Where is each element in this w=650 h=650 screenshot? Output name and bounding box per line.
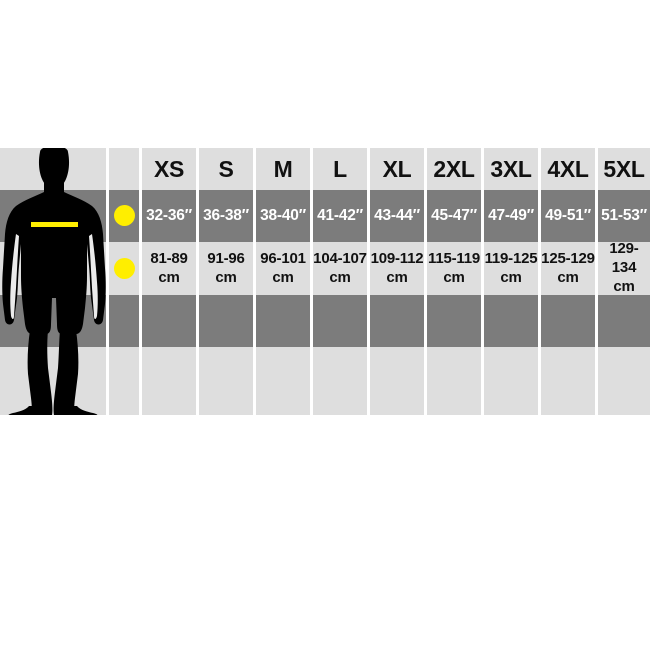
size-header-xs: XS xyxy=(153,155,185,182)
column-separator xyxy=(481,148,484,415)
size-header-l: L xyxy=(333,155,347,182)
chest-inches-2xl: 45-47″ xyxy=(431,207,477,225)
chest-cm-unit-xl: cm xyxy=(386,268,408,286)
size-chart: XS S M L XL 2XL 3XL 4XL 5XL 32-36″ 36-38… xyxy=(0,148,650,415)
chest-cm-5xl: 129-134 cm xyxy=(598,240,650,295)
column-separator xyxy=(106,148,109,415)
column-separator xyxy=(367,148,370,415)
chest-cm-value-4xl: 125-129 xyxy=(541,249,595,267)
size-header-m: M xyxy=(273,155,293,182)
chest-measure-dot-inches xyxy=(114,205,135,226)
chest-cm-4xl: 125-129 cm xyxy=(541,242,595,295)
chest-cm-value-s: 91-96 xyxy=(207,249,245,267)
body-figure-svg xyxy=(2,148,106,415)
size-header-xl: XL xyxy=(382,155,412,182)
chest-cm-value-l: 104-107 xyxy=(313,249,367,267)
chest-inches-s: 36-38″ xyxy=(203,207,249,225)
column-separator xyxy=(196,148,199,415)
chest-measure-line xyxy=(31,222,78,227)
size-header-4xl: 4XL xyxy=(547,155,589,182)
chest-cm-unit-2xl: cm xyxy=(443,268,465,286)
male-body-silhouette xyxy=(0,148,108,415)
column-separator xyxy=(253,148,256,415)
chest-cm-unit-s: cm xyxy=(215,268,237,286)
chest-cm-unit-4xl: cm xyxy=(557,268,579,286)
chest-cm-unit-3xl: cm xyxy=(500,268,522,286)
chest-inches-5xl: 51-53″ xyxy=(601,207,647,225)
chest-cm-xl: 109-112 cm xyxy=(370,242,424,295)
chest-inches-xs: 32-36″ xyxy=(146,207,192,225)
chest-inches-l: 41-42″ xyxy=(317,207,363,225)
chest-cm-s: 91-96 cm xyxy=(199,242,253,295)
chest-cm-value-xl: 109-112 xyxy=(370,249,424,267)
size-header-2xl: 2XL xyxy=(433,155,475,182)
chest-cm-xs: 81-89 cm xyxy=(142,242,196,295)
column-separator xyxy=(310,148,313,415)
chest-cm-unit-l: cm xyxy=(329,268,351,286)
chest-cm-l: 104-107 cm xyxy=(313,242,367,295)
chest-cm-3xl: 119-125 cm xyxy=(484,242,538,295)
chest-cm-value-xs: 81-89 xyxy=(150,249,188,267)
column-separator xyxy=(595,148,598,415)
column-separator xyxy=(139,148,142,415)
chest-inches-xl: 43-44″ xyxy=(374,207,420,225)
chest-cm-value-5xl: 129-134 xyxy=(609,240,639,277)
chest-cm-unit-xs: cm xyxy=(158,268,180,286)
chest-cm-2xl: 115-119 cm xyxy=(427,242,481,295)
chest-cm-m: 96-101 cm xyxy=(256,242,310,295)
size-header-3xl: 3XL xyxy=(490,155,532,182)
chest-cm-value-3xl: 119-125 xyxy=(484,249,538,267)
chest-inches-4xl: 49-51″ xyxy=(545,207,591,225)
chest-inches-3xl: 47-49″ xyxy=(488,207,534,225)
chest-inches-m: 38-40″ xyxy=(260,207,306,225)
size-header-s: S xyxy=(218,155,234,182)
chest-measure-dot-cm xyxy=(114,258,135,279)
chest-cm-unit-m: cm xyxy=(272,268,294,286)
chest-cm-unit-5xl: cm xyxy=(613,277,635,295)
column-separator xyxy=(424,148,427,415)
size-header-5xl: 5XL xyxy=(603,155,645,182)
chest-cm-value-2xl: 115-119 xyxy=(428,249,480,267)
column-separator xyxy=(538,148,541,415)
chest-cm-value-m: 96-101 xyxy=(260,249,306,267)
